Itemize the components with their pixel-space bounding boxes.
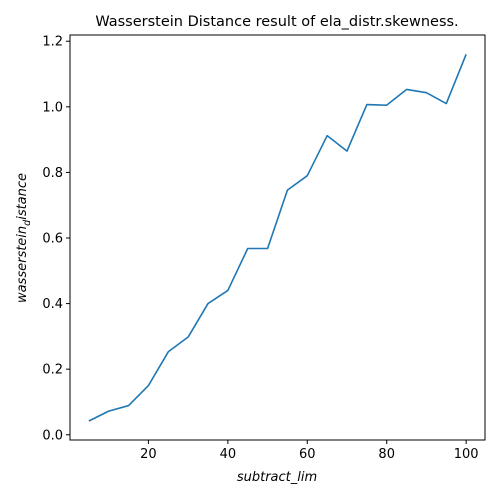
y-tick-label: 1.0: [42, 100, 63, 115]
y-axis-label-rest: istance: [15, 173, 30, 220]
x-axis-label: subtract_lim: [237, 470, 317, 485]
y-tick-label: 0.8: [42, 166, 63, 181]
x-tick-label: 40: [220, 447, 237, 462]
plot-area: 20 40 60 80 100 0.0 0.2 0.4 0.6 0.8 1.0 1.2: [42, 34, 486, 462]
x-tick-label: 20: [140, 447, 157, 462]
y-axis-label-subscript: d: [22, 219, 33, 226]
y-tick-label: 0.2: [42, 363, 63, 378]
x-tick-label: 100: [454, 447, 479, 462]
y-axis-label-main: wasserstein: [15, 226, 30, 303]
chart-title: Wasserstein Distance result of ela_distr…: [95, 14, 458, 30]
x-tick-label: 60: [299, 447, 316, 462]
y-tick-label: 1.2: [42, 35, 63, 50]
y-tick-label: 0.6: [42, 231, 63, 246]
y-tick-label: 0.4: [42, 297, 63, 312]
x-tick-label: 80: [378, 447, 395, 462]
y-tick-label: 0.0: [42, 428, 63, 443]
y-axis-label: wassersteindistance: [15, 173, 33, 303]
data-series-line: [88, 54, 467, 422]
